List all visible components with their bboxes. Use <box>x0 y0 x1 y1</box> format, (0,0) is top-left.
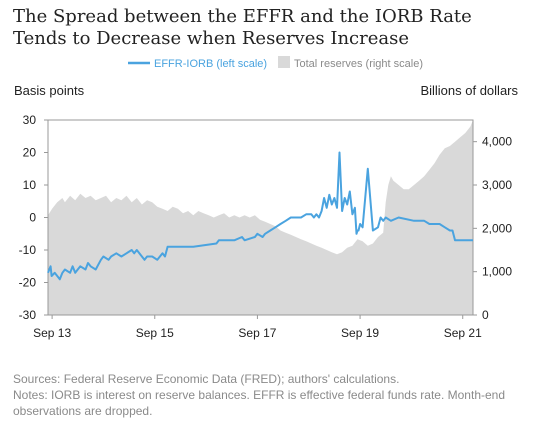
legend: EFFR-IORB (left scale) Total reserves (r… <box>128 56 423 70</box>
chart-svg: EFFR-IORB (left scale) Total reserves (r… <box>14 56 518 340</box>
x-tick-label: Sep 21 <box>444 326 482 340</box>
chart-notes: Sources: Federal Reserve Economic Data (… <box>13 371 528 419</box>
legend-label-spread: EFFR-IORB (left scale) <box>154 58 267 70</box>
left-axis-label: Basis points <box>14 83 85 98</box>
left-tick-label: 20 <box>23 146 37 160</box>
left-tick-label: 10 <box>23 178 37 192</box>
left-tick-label: -30 <box>19 308 37 322</box>
right-tick-label: 3,000 <box>482 178 512 192</box>
left-tick-label: -10 <box>19 243 37 257</box>
spread-line <box>47 151 473 281</box>
plot-layer: 3020100-10-20-304,0003,0002,0001,0000Sep… <box>19 113 513 340</box>
left-tick-label: 0 <box>29 211 36 225</box>
right-tick-label: 4,000 <box>482 135 512 149</box>
legend-area-swatch <box>278 56 290 68</box>
x-tick-label: Sep 19 <box>341 326 379 340</box>
x-tick-label: Sep 17 <box>238 326 276 340</box>
notes-text: Notes: IORB is interest on reserve balan… <box>13 388 506 418</box>
right-tick-label: 1,000 <box>482 265 512 279</box>
chart-title: The Spread between the EFFR and the IORB… <box>13 6 472 49</box>
chart-area: EFFR-IORB (left scale) Total reserves (r… <box>0 50 540 360</box>
left-tick-label: 30 <box>23 113 37 127</box>
left-tick-label: -20 <box>19 276 37 290</box>
sources-text: Sources: Federal Reserve Economic Data (… <box>13 372 400 386</box>
x-tick-label: Sep 15 <box>136 326 174 340</box>
right-axis-label: Billions of dollars <box>420 83 518 98</box>
right-tick-label: 0 <box>482 308 489 322</box>
legend-label-reserves: Total reserves (right scale) <box>294 58 423 70</box>
reserves-area <box>48 120 473 315</box>
right-tick-label: 2,000 <box>482 221 512 235</box>
x-tick-label: Sep 13 <box>33 326 71 340</box>
